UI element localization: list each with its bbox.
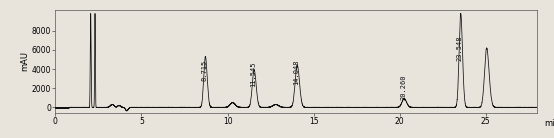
Text: 14.048: 14.048 — [294, 59, 299, 85]
Y-axis label: mAU: mAU — [20, 51, 29, 71]
Text: 20.260: 20.260 — [401, 74, 406, 100]
X-axis label: min: min — [544, 119, 554, 128]
Text: 11.545: 11.545 — [250, 61, 257, 87]
Text: 23.548: 23.548 — [457, 36, 463, 61]
Text: 8.715: 8.715 — [202, 59, 208, 81]
